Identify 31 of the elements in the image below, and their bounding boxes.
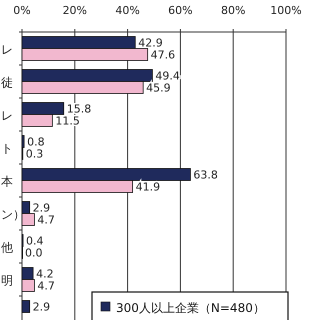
data-label: 41.9	[136, 180, 160, 194]
x-tick-label: 20%	[62, 4, 88, 17]
data-label: 4.2	[36, 268, 54, 280]
y-tick-label: 本	[1, 174, 13, 188]
data-label: 49.4	[155, 70, 180, 82]
x-tick-label: 100%	[270, 4, 302, 17]
data-label: 2.9	[32, 300, 50, 314]
y-tick-label: レ	[1, 42, 13, 56]
x-tick-label: 0%	[13, 4, 31, 17]
data-label: 0.0	[25, 246, 42, 260]
y-tick-label: レ	[1, 108, 13, 122]
x-tick-label: 80%	[220, 4, 246, 17]
data-label: 0.8	[27, 136, 45, 148]
data-label: 0.3	[26, 148, 44, 160]
x-tick-label: 40%	[115, 4, 140, 17]
x-tick-label: 60%	[168, 4, 193, 17]
legend-label: 300人以上企業（N=480）	[116, 301, 265, 315]
data-label: 45.9	[146, 82, 171, 94]
bar	[22, 300, 30, 313]
data-label: 4.7	[37, 280, 55, 292]
data-label: 63.8	[193, 168, 218, 182]
data-label: 4.7	[37, 214, 55, 226]
y-tick-label: 明	[1, 274, 13, 288]
data-label: 0.4	[26, 234, 44, 248]
data-label: 47.6	[150, 48, 176, 62]
y-tick-label: ト	[1, 142, 13, 156]
y-tick-label: 他	[1, 240, 13, 254]
y-tick-label: ン）	[1, 208, 25, 222]
data-label: 2.9	[32, 202, 50, 214]
data-label: 42.9	[138, 36, 163, 50]
y-tick-label: 徒	[1, 76, 13, 90]
